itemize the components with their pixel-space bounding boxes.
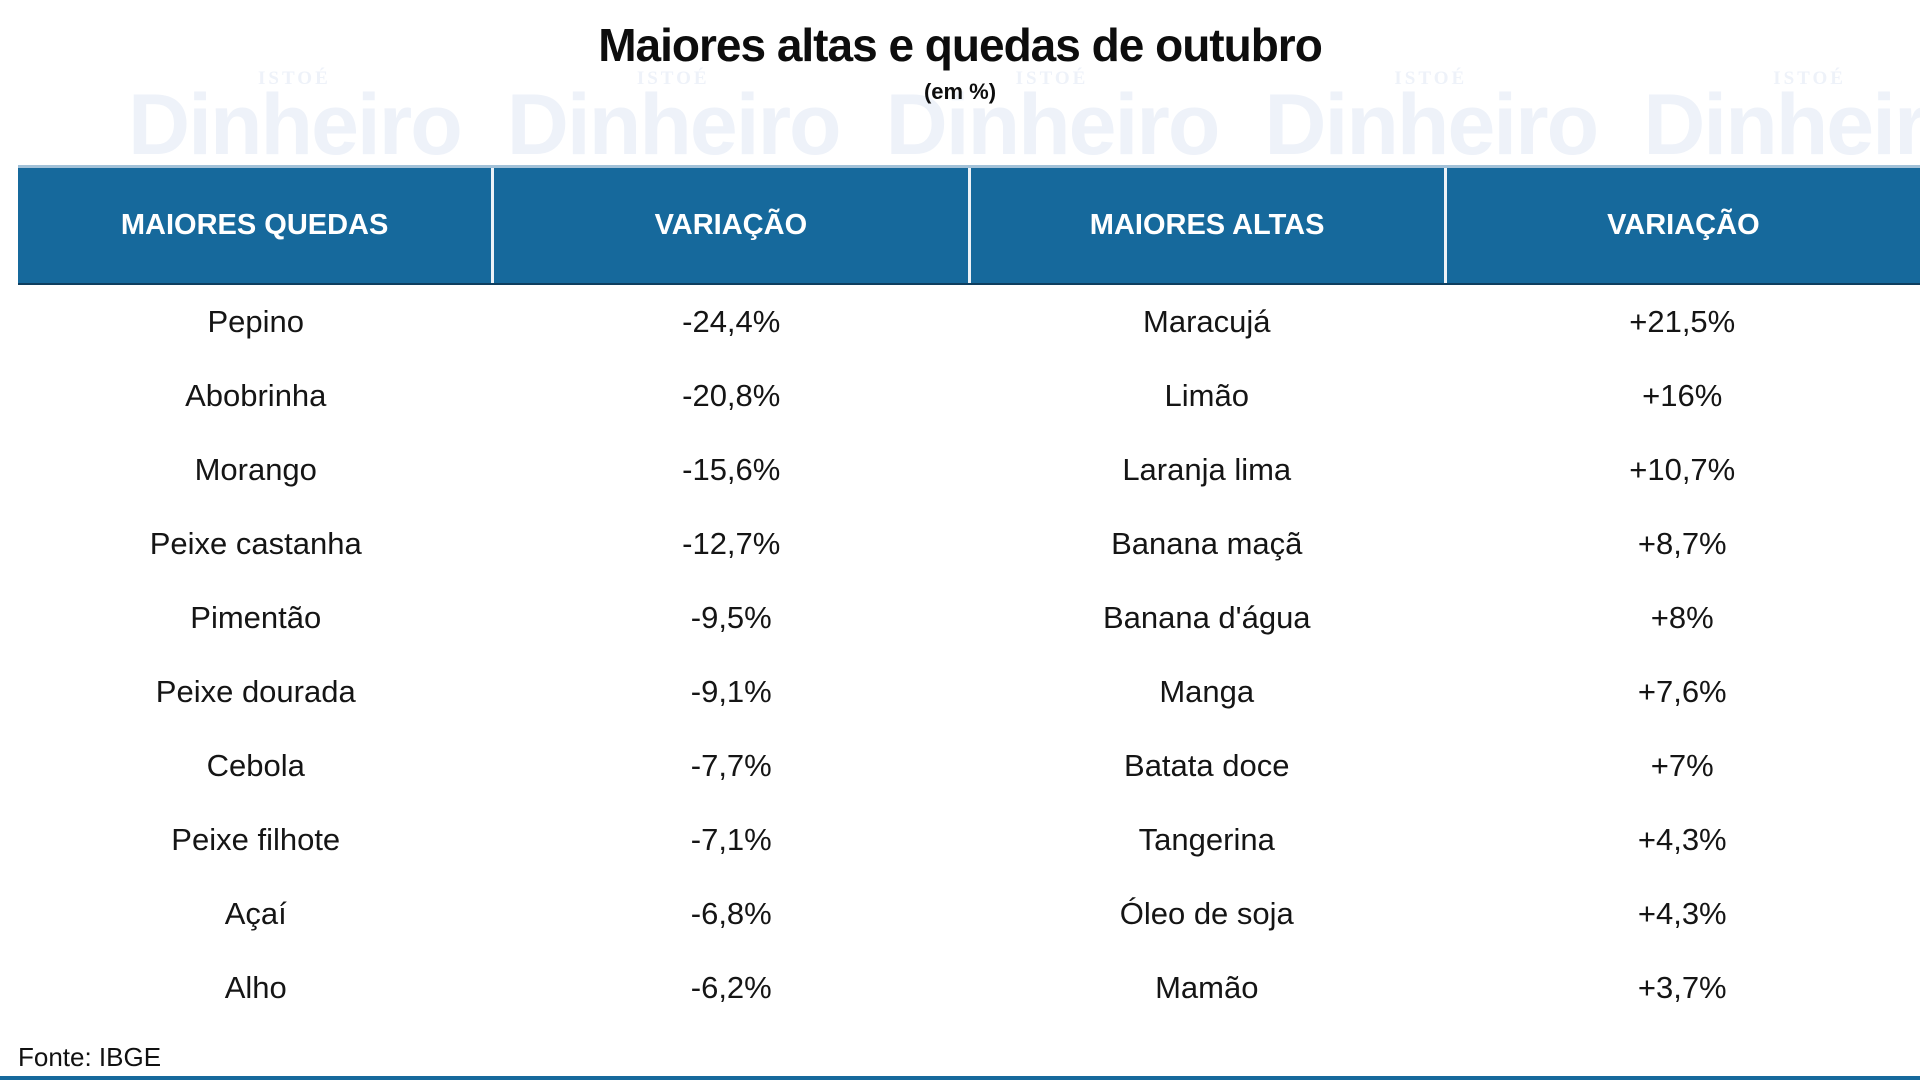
queda-variacao: -7,7% — [690, 748, 772, 783]
alta-item: Manga — [1159, 674, 1255, 709]
header-maiores-quedas: MAIORES QUEDAS — [120, 209, 389, 241]
alta-variacao: +16% — [1642, 378, 1723, 413]
alta-item: Banana d'água — [1102, 600, 1311, 635]
alta-item: Batata doce — [1124, 748, 1290, 783]
page-subtitle: (em %) — [923, 78, 997, 104]
queda-item: Açaí — [224, 896, 287, 931]
queda-item: Alho — [224, 970, 287, 1005]
alta-variacao: +3,7% — [1637, 970, 1727, 1005]
table-row: Peixe filhote -7,1% Tangerina +4,3% — [18, 803, 1920, 877]
page-title: Maiores altas e quedas de outubro — [598, 19, 1323, 71]
table-body: Pepino -24,4% Maracujá +21,5% Abobrinha … — [18, 285, 1920, 1025]
queda-variacao: -9,5% — [690, 600, 772, 635]
alta-item: Limão — [1164, 378, 1249, 413]
header-variacao-quedas: VARIAÇÃO — [491, 168, 967, 283]
alta-item: Banana maçã — [1111, 526, 1303, 561]
table-row: Abobrinha -20,8% Limão +16% — [18, 359, 1920, 433]
queda-item: Abobrinha — [185, 378, 327, 413]
queda-item: Peixe castanha — [149, 526, 362, 561]
queda-variacao: -6,2% — [690, 970, 772, 1005]
alta-variacao: +8% — [1650, 600, 1714, 635]
queda-variacao: -24,4% — [682, 304, 781, 339]
alta-item: Tangerina — [1138, 822, 1275, 857]
alta-item: Maracujá — [1143, 304, 1271, 339]
queda-variacao: -6,8% — [690, 896, 772, 931]
alta-variacao: +8,7% — [1637, 526, 1727, 561]
table-row: Peixe dourada -9,1% Manga +7,6% — [18, 655, 1920, 729]
alta-item: Laranja lima — [1122, 452, 1292, 487]
queda-item: Morango — [194, 452, 317, 487]
queda-variacao: -20,8% — [682, 378, 781, 413]
queda-variacao: -12,7% — [682, 526, 781, 561]
source-note: Fonte: IBGE — [18, 1042, 162, 1072]
table-row: Peixe castanha -12,7% Banana maçã +8,7% — [18, 507, 1920, 581]
queda-item: Peixe filhote — [171, 822, 341, 857]
queda-item: Cebola — [206, 748, 305, 783]
highs-lows-table: MAIORES QUEDAS VARIAÇÃO MAIORES ALTAS VA… — [18, 165, 1920, 1025]
bottom-accent-line — [0, 1076, 1920, 1080]
alta-variacao: +10,7% — [1629, 452, 1736, 487]
table-row: Pimentão -9,5% Banana d'água +8% — [18, 581, 1920, 655]
queda-item: Pimentão — [190, 600, 322, 635]
queda-variacao: -15,6% — [682, 452, 781, 487]
header-variacao-altas: VARIAÇÃO — [1443, 168, 1920, 283]
table-header-row: MAIORES QUEDAS VARIAÇÃO MAIORES ALTAS VA… — [18, 165, 1920, 285]
table-row: Alho -6,2% Mamão +3,7% — [18, 951, 1920, 1025]
alta-item: Óleo de soja — [1119, 896, 1294, 931]
alta-variacao: +4,3% — [1637, 822, 1727, 857]
alta-variacao: +7% — [1650, 748, 1714, 783]
queda-item: Peixe dourada — [155, 674, 356, 709]
table-row: Morango -15,6% Laranja lima +10,7% — [18, 433, 1920, 507]
queda-variacao: -7,1% — [690, 822, 772, 857]
alta-variacao: +4,3% — [1637, 896, 1727, 931]
queda-variacao: -9,1% — [690, 674, 772, 709]
title-block: Maiores altas e quedas de outubro (em %) — [0, 0, 1920, 105]
table-row: Pepino -24,4% Maracujá +21,5% — [18, 285, 1920, 359]
alta-item: Mamão — [1155, 970, 1259, 1005]
alta-variacao: +7,6% — [1637, 674, 1727, 709]
table-row: Cebola -7,7% Batata doce +7% — [18, 729, 1920, 803]
header-maiores-altas: MAIORES ALTAS — [967, 168, 1444, 283]
alta-variacao: +21,5% — [1629, 304, 1736, 339]
table-row: Açaí -6,8% Óleo de soja +4,3% — [18, 877, 1920, 951]
queda-item: Pepino — [207, 304, 305, 339]
